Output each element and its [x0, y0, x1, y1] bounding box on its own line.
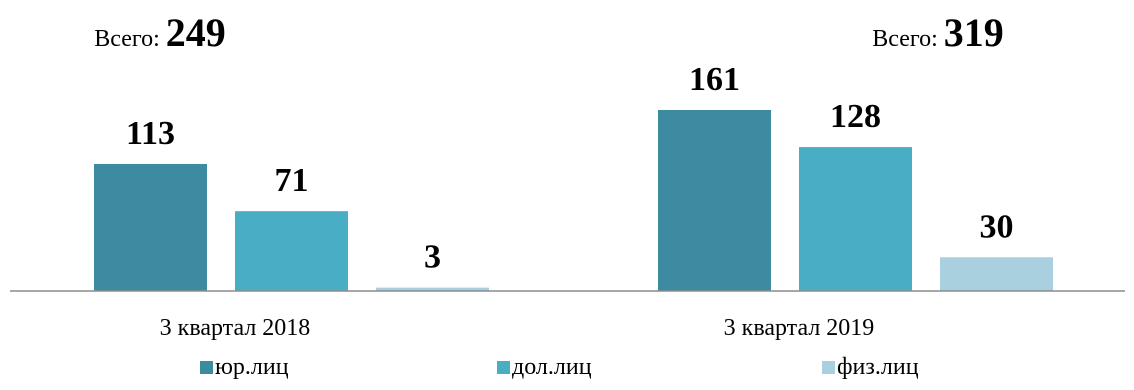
- data-label: 30: [980, 208, 1014, 245]
- legend-swatch: [822, 361, 835, 374]
- category-label: 3 квартал 2019: [724, 315, 875, 341]
- legend: юр.лиц дол.лиц физ.лиц: [200, 354, 919, 380]
- bar-3-2: [940, 257, 1053, 291]
- legend-label: дол.лиц: [512, 354, 592, 380]
- legend-swatch: [497, 361, 510, 374]
- total-value: 249: [166, 10, 226, 55]
- bar-3-1: [376, 287, 489, 291]
- legend-label: юр.лиц: [215, 354, 289, 380]
- data-label: 161: [689, 61, 740, 98]
- data-label: 71: [275, 162, 309, 199]
- category-labels-layer: 3 квартал 2018 3 квартал 2019: [160, 315, 875, 341]
- data-labels-layer: 113 71 3 161 128 30: [126, 61, 1014, 276]
- bars-layer: [94, 110, 1053, 291]
- bar-2-2: [799, 147, 912, 291]
- legend-item: дол.лиц: [497, 354, 592, 380]
- bar-2-1: [235, 211, 348, 291]
- data-label: 113: [126, 115, 175, 152]
- total-caption: Всего:: [94, 26, 166, 52]
- data-label: 128: [830, 98, 881, 135]
- total-label: Всего: 319: [872, 10, 1004, 55]
- total-caption: Всего:: [872, 26, 944, 52]
- bar-1-1: [94, 163, 207, 291]
- legend-label: физ.лиц: [837, 354, 919, 380]
- category-label: 3 квартал 2018: [160, 315, 311, 341]
- total-label: Всего: 249: [94, 10, 226, 55]
- data-label: 3: [424, 239, 441, 276]
- total-value: 319: [944, 10, 1004, 55]
- legend-swatch: [200, 361, 213, 374]
- legend-item: юр.лиц: [200, 354, 289, 380]
- legend-item: физ.лиц: [822, 354, 919, 380]
- totals-layer: Всего: 249 Всего: 319: [94, 10, 1004, 55]
- bar-1-2: [658, 110, 771, 291]
